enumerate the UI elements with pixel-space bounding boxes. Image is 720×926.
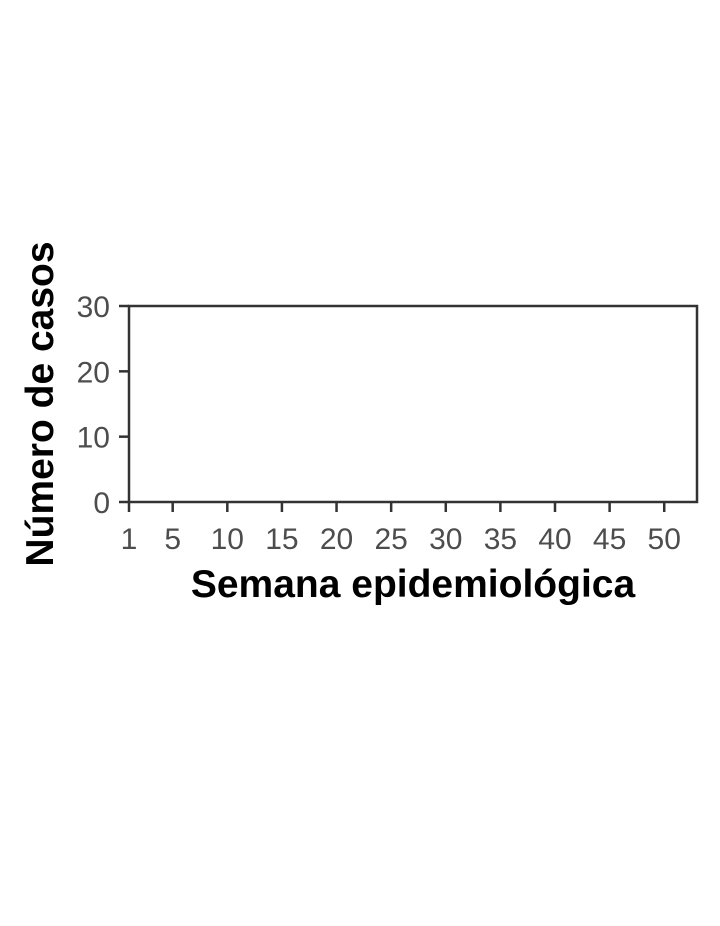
y-tick-label: 10 — [77, 422, 110, 455]
x-tick-label: 10 — [211, 523, 244, 556]
x-tick-label: 30 — [429, 523, 462, 556]
x-tick-label: 35 — [484, 523, 517, 556]
x-tick-label: 1 — [121, 523, 138, 556]
x-tick-label: 15 — [265, 523, 298, 556]
y-tick-label: 0 — [93, 487, 110, 520]
x-tick-label: 25 — [374, 523, 407, 556]
x-tick-label: 45 — [593, 523, 626, 556]
y-axis: 0 10 20 30 — [77, 291, 129, 520]
x-tick-label: 20 — [320, 523, 353, 556]
plot-panel — [127, 304, 699, 504]
x-axis: 1 5 10 15 20 25 30 35 40 45 50 — [121, 502, 681, 556]
y-tick-label: 30 — [77, 291, 110, 324]
x-tick-label: 5 — [164, 523, 181, 556]
x-tick-label: 50 — [648, 523, 681, 556]
x-axis-title: Semana epidemiológica — [191, 563, 636, 606]
x-tick-label: 40 — [538, 523, 571, 556]
y-tick-label: 20 — [77, 356, 110, 389]
y-axis-title: Número de casos — [19, 241, 62, 566]
